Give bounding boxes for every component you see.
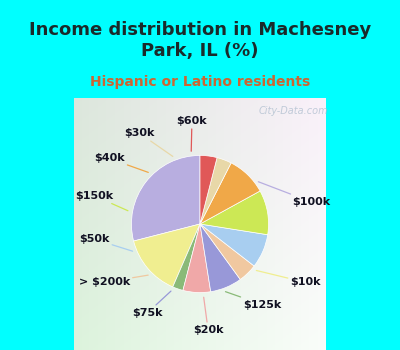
Text: Income distribution in Machesney
Park, IL (%): Income distribution in Machesney Park, I… [29,21,371,60]
Wedge shape [200,163,260,224]
Wedge shape [200,158,231,224]
Wedge shape [183,224,211,293]
Wedge shape [200,224,268,266]
Wedge shape [200,155,217,224]
Text: $100k: $100k [258,182,330,207]
Text: $10k: $10k [256,271,321,287]
Text: City-Data.com: City-Data.com [259,106,328,116]
Wedge shape [132,155,200,241]
Text: $30k: $30k [124,128,173,156]
Text: $20k: $20k [193,297,223,335]
Text: $75k: $75k [132,291,171,318]
Text: > $200k: > $200k [79,275,148,287]
Text: $60k: $60k [177,116,207,151]
Text: $125k: $125k [226,292,282,310]
Text: $150k: $150k [75,191,128,211]
Text: $40k: $40k [94,154,148,173]
Wedge shape [134,224,200,287]
Text: $50k: $50k [79,234,132,251]
Wedge shape [173,224,200,290]
Wedge shape [200,224,254,279]
Wedge shape [200,224,240,292]
Text: Hispanic or Latino residents: Hispanic or Latino residents [90,75,310,89]
Wedge shape [200,191,268,235]
